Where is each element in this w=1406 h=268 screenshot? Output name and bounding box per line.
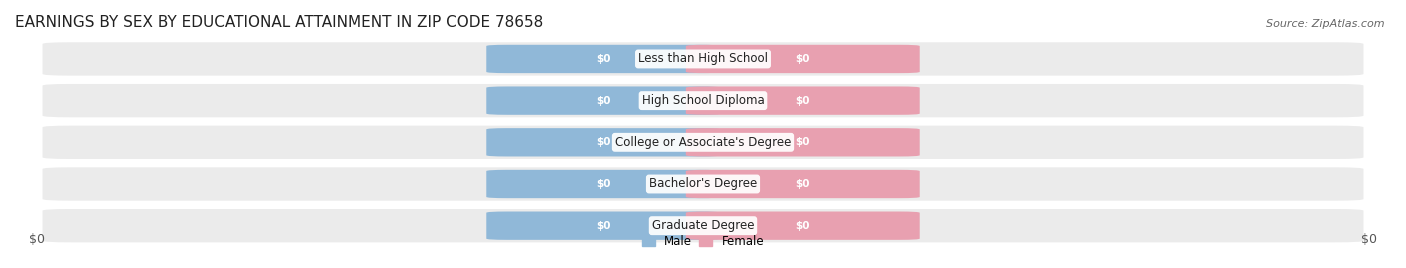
Text: $0: $0 [596,137,610,147]
FancyBboxPatch shape [42,42,1364,76]
Text: Graduate Degree: Graduate Degree [652,219,754,232]
Text: $0: $0 [596,221,610,231]
FancyBboxPatch shape [42,84,1364,117]
Text: $0: $0 [796,137,810,147]
Text: $0: $0 [596,179,610,189]
FancyBboxPatch shape [686,211,920,240]
Text: $0: $0 [796,221,810,231]
Text: $0: $0 [796,54,810,64]
Text: $0: $0 [596,54,610,64]
FancyBboxPatch shape [486,128,720,157]
FancyBboxPatch shape [486,211,720,240]
Text: Source: ZipAtlas.com: Source: ZipAtlas.com [1267,19,1385,29]
FancyBboxPatch shape [42,209,1364,242]
Text: EARNINGS BY SEX BY EDUCATIONAL ATTAINMENT IN ZIP CODE 78658: EARNINGS BY SEX BY EDUCATIONAL ATTAINMEN… [15,15,543,30]
FancyBboxPatch shape [686,128,920,157]
Text: $0: $0 [796,96,810,106]
FancyBboxPatch shape [486,87,720,115]
FancyBboxPatch shape [486,170,720,198]
FancyBboxPatch shape [686,87,920,115]
Text: $0: $0 [596,96,610,106]
Text: $0: $0 [1361,233,1378,246]
FancyBboxPatch shape [42,126,1364,159]
Text: Bachelor's Degree: Bachelor's Degree [650,177,756,191]
Text: $0: $0 [28,233,45,246]
Text: High School Diploma: High School Diploma [641,94,765,107]
Text: College or Associate's Degree: College or Associate's Degree [614,136,792,149]
FancyBboxPatch shape [686,45,920,73]
Text: Less than High School: Less than High School [638,53,768,65]
FancyBboxPatch shape [42,167,1364,201]
Text: $0: $0 [796,179,810,189]
Legend: Male, Female: Male, Female [637,231,769,253]
FancyBboxPatch shape [486,45,720,73]
FancyBboxPatch shape [686,170,920,198]
